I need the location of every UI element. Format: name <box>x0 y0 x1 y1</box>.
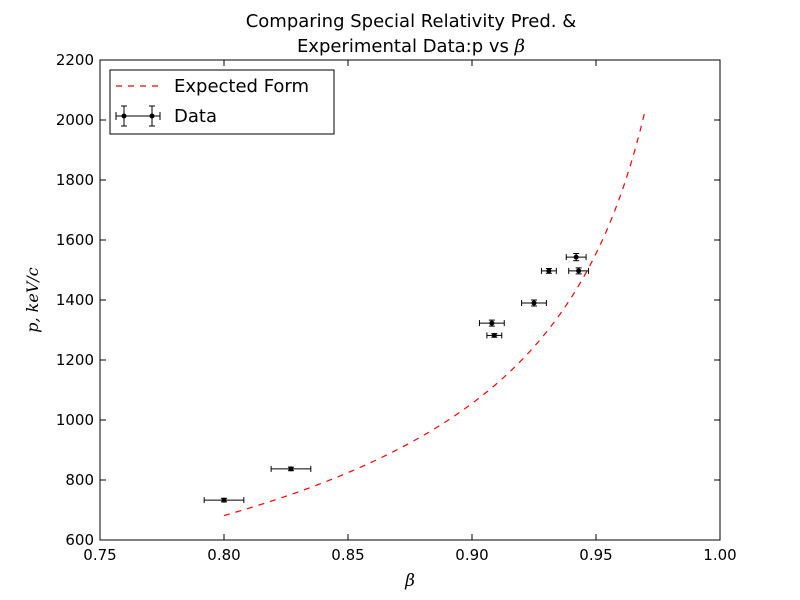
y-tick-label: 800 <box>65 471 94 489</box>
data-marker <box>573 254 579 260</box>
data-point <box>565 253 587 262</box>
data-points-layer <box>203 253 590 504</box>
y-tick-label: 1400 <box>56 291 94 309</box>
legend-label-data: Data <box>174 106 217 127</box>
plot-area <box>100 60 720 540</box>
x-tick-label: 0.95 <box>579 546 612 564</box>
x-tick-label: 0.75 <box>83 546 116 564</box>
x-tick-label: 0.90 <box>455 546 488 564</box>
chart-title-beta-symbol: β <box>514 36 525 57</box>
y-tick-label: 2000 <box>56 111 94 129</box>
expected-form-layer <box>223 108 647 517</box>
data-point <box>270 465 312 472</box>
y-tick-label: 1200 <box>56 351 94 369</box>
data-point <box>478 319 505 327</box>
data-marker <box>489 320 495 326</box>
legend-marker-data <box>115 105 161 127</box>
data-point <box>521 299 547 307</box>
chart-title-line1: Comparing Special Relativity Pred. & <box>246 11 577 32</box>
data-marker <box>531 300 537 306</box>
expected-form-curve <box>223 108 647 517</box>
y-tick-label: 2200 <box>56 51 94 69</box>
data-point <box>540 267 557 274</box>
chart-title-line2-prefix: Experimental Data:p vs <box>297 36 515 57</box>
y-tick-label: 1000 <box>56 411 94 429</box>
y-tick-label: 1800 <box>56 171 94 189</box>
x-axis-label: β <box>404 571 415 591</box>
x-tick-label: 0.80 <box>207 546 240 564</box>
data-point <box>568 267 590 275</box>
legend: Expected Form Data <box>109 69 335 135</box>
x-tick-label: 1.00 <box>703 546 736 564</box>
legend-label-expected-form: Expected Form <box>174 76 309 97</box>
chart-title-line2: Experimental Data:p vs β <box>297 36 525 57</box>
axis-ticks: 0.75 0.80 0.85 0.90 0.95 1.00 600 800 1000 1200 14… <box>56 51 737 564</box>
x-tick-label: 0.85 <box>331 546 364 564</box>
data-marker <box>546 268 552 274</box>
y-axis-label: p, keV/c <box>23 267 42 333</box>
y-tick-label: 1600 <box>56 231 94 249</box>
data-marker <box>288 466 294 472</box>
legend-box <box>109 69 335 135</box>
data-marker <box>576 268 582 274</box>
data-point <box>203 497 245 504</box>
y-tick-label: 600 <box>65 531 94 549</box>
plot-frame <box>99 59 721 541</box>
data-marker <box>221 497 227 503</box>
data-point <box>486 332 503 339</box>
data-marker <box>491 332 497 338</box>
